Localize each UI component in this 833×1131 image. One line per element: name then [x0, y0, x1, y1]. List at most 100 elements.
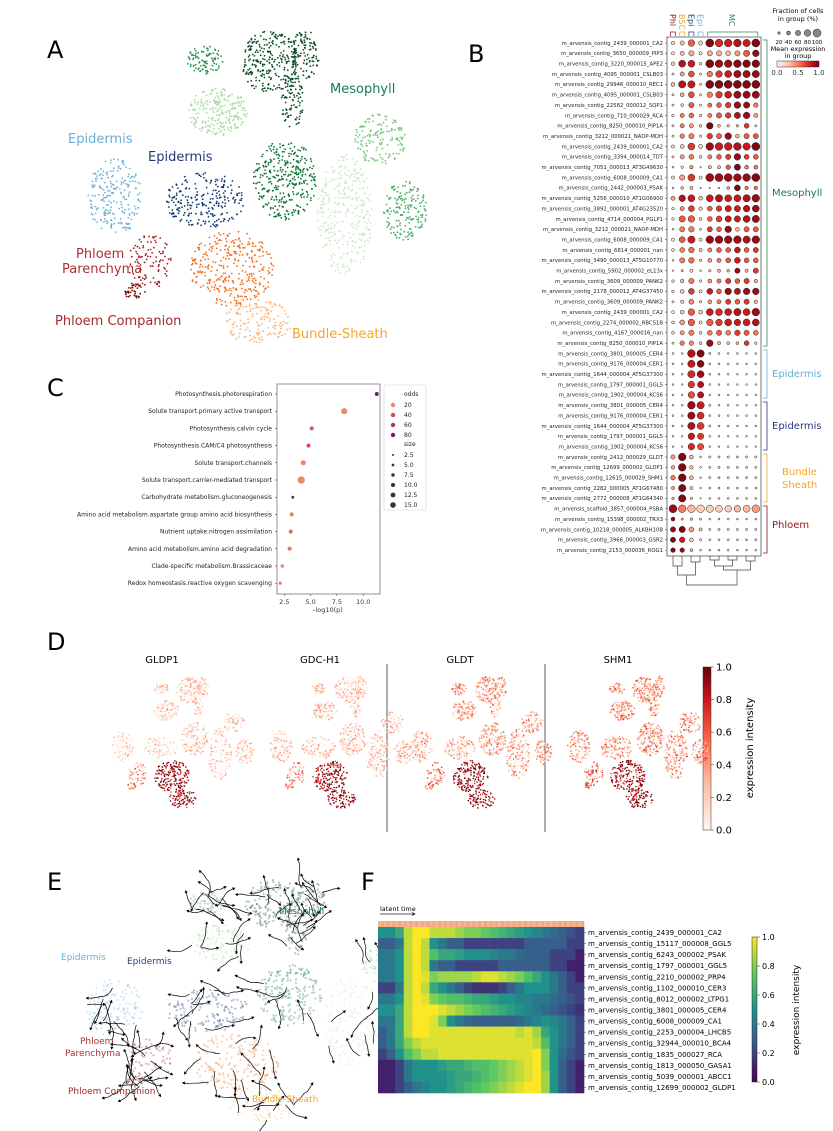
dot: [735, 341, 740, 345]
umap-point: [265, 251, 268, 253]
panel-a-labels: Mesophyll Epidermis Epidermis Phloem Par…: [55, 82, 395, 342]
umap-point: [90, 212, 93, 215]
umap-point: [218, 736, 220, 739]
umap-point: [172, 741, 175, 743]
umap-point: [182, 730, 184, 733]
dot: [716, 102, 722, 108]
dot: [716, 247, 722, 253]
umap-point: [197, 711, 200, 714]
dot: [733, 101, 741, 109]
umap-point: [267, 301, 270, 304]
umap-point: [181, 679, 184, 682]
umap-point: [320, 204, 323, 207]
umap-point: [351, 189, 354, 191]
dot: [727, 517, 730, 521]
umap-point: [204, 741, 206, 743]
umap-point: [317, 197, 320, 200]
umap-point: [147, 750, 150, 753]
umap-point: [157, 716, 160, 718]
umap-point: [133, 290, 136, 293]
dot: [678, 236, 686, 243]
umap-point: [404, 133, 406, 136]
umap-point: [224, 727, 227, 729]
umap-point: [215, 183, 217, 186]
umap-point: [159, 237, 162, 239]
umap-point: [310, 31, 312, 34]
umap-point: [237, 744, 239, 747]
umap-point: [195, 206, 198, 209]
umap-point: [163, 744, 165, 747]
umap-point: [163, 715, 166, 718]
umap-point: [114, 188, 117, 191]
dot: [751, 173, 761, 182]
umap-point: [267, 87, 269, 90]
umap-point: [377, 136, 379, 139]
dot: [717, 124, 721, 128]
umap-point: [202, 728, 205, 731]
umap-point: [299, 88, 301, 91]
dot: [680, 103, 684, 107]
umap-point: [200, 224, 203, 227]
umap-point: [384, 153, 387, 155]
dot: [716, 299, 722, 305]
umap-point: [309, 158, 312, 160]
gene-label: m_arvensis_contig_22582_000012_SQP1: [555, 103, 663, 109]
umap-point: [217, 103, 220, 106]
umap-point: [224, 301, 227, 303]
umap-point: [238, 186, 241, 188]
umap-point: [96, 221, 99, 224]
umap-point: [129, 291, 132, 294]
umap-point: [248, 54, 251, 57]
umap-point: [267, 308, 269, 311]
gene-label: m_arvensis_contig_1644_000004_AT5G37300: [542, 372, 664, 378]
umap-point: [293, 47, 296, 50]
enrichment-point: [309, 426, 314, 431]
umap-point: [301, 109, 304, 112]
umap-point: [291, 171, 294, 174]
umap-point: [194, 712, 196, 715]
umap-point: [329, 214, 332, 217]
umap-point: [303, 39, 306, 41]
umap-point: [261, 65, 264, 67]
umap-point: [177, 187, 179, 190]
umap-point: [106, 171, 109, 173]
umap-point: [184, 747, 186, 750]
umap-point: [338, 182, 341, 185]
umap-point: [136, 779, 139, 782]
umap-point: [195, 743, 197, 745]
umap-point: [230, 189, 233, 192]
dot: [670, 61, 676, 66]
umap-point: [162, 751, 164, 754]
umap-point: [234, 106, 237, 109]
umap-point: [336, 221, 339, 224]
umap-point: [201, 121, 204, 124]
enrichment-point: [374, 392, 379, 396]
dot: [696, 360, 705, 368]
dot: [717, 497, 721, 500]
umap-point: [221, 775, 224, 778]
umap-point: [227, 251, 230, 254]
dot: [736, 435, 739, 438]
umap-point: [325, 171, 327, 174]
umap-point: [342, 189, 345, 192]
umap-point: [237, 754, 239, 756]
umap-point: [247, 56, 250, 58]
umap-point: [194, 703, 197, 706]
umap-point: [218, 741, 220, 744]
x-axis-label: -log10(p): [313, 606, 343, 614]
umap-point: [165, 716, 167, 718]
umap-point: [327, 224, 330, 227]
umap-point: [386, 130, 388, 133]
umap-point: [344, 186, 347, 189]
umap-point: [364, 240, 366, 243]
odds-legend-label: 20: [404, 402, 412, 409]
umap-point: [233, 726, 236, 729]
dot: [671, 383, 675, 386]
umap-point: [246, 252, 249, 255]
umap-point: [236, 194, 239, 197]
dot: [754, 393, 757, 397]
umap-point: [158, 250, 161, 253]
umap-point: [248, 279, 251, 282]
umap-point: [202, 64, 205, 67]
umap-point: [123, 751, 126, 754]
